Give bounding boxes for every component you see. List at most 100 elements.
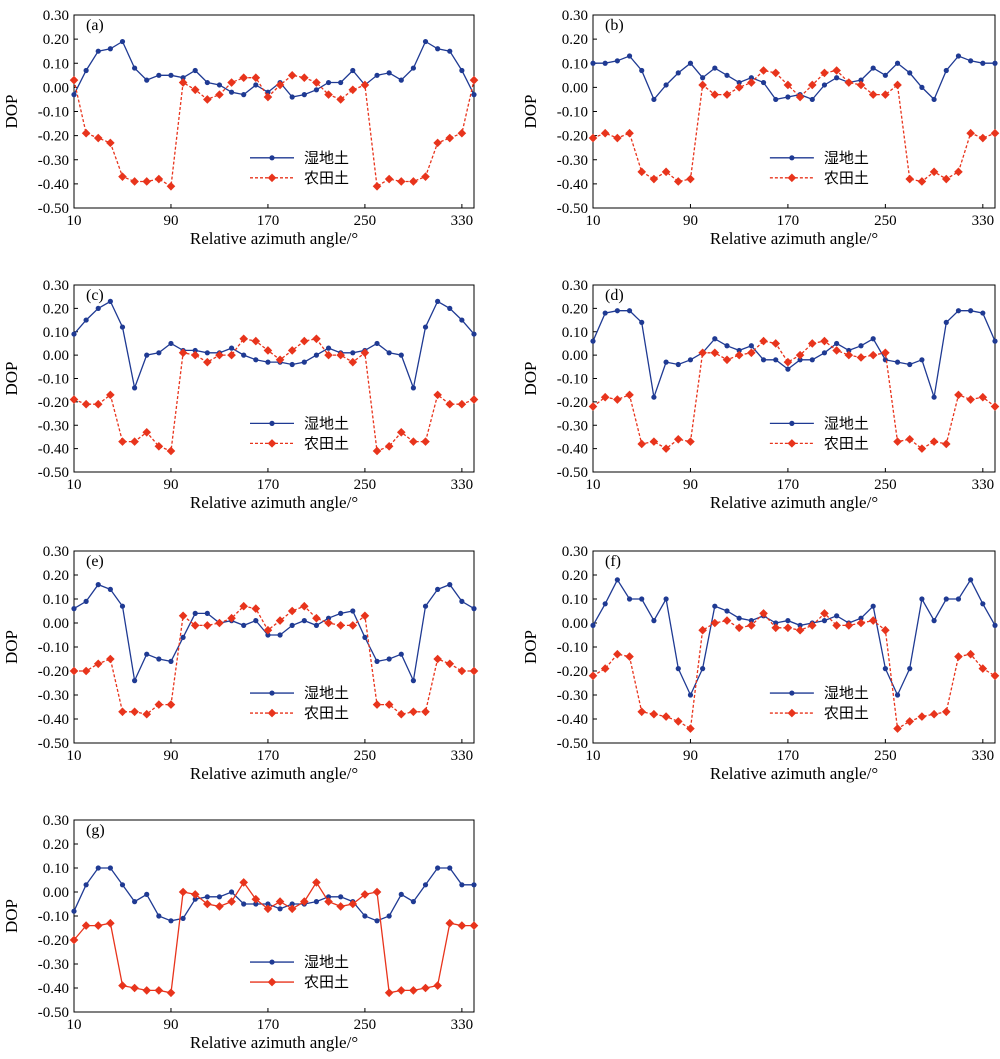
point-farmland xyxy=(905,717,915,726)
point-wetland xyxy=(410,65,416,71)
x-axis-label: Relative azimuth angle/° xyxy=(710,493,878,512)
point-farmland xyxy=(795,92,805,102)
point-wetland xyxy=(471,882,477,888)
point-farmland xyxy=(287,71,297,80)
point-farmland xyxy=(990,402,1000,411)
point-farmland xyxy=(215,350,224,360)
point-wetland xyxy=(447,48,453,54)
y-tick-label: -0.20 xyxy=(557,395,588,411)
y-tick-label: -0.20 xyxy=(38,395,69,411)
y-tick-label: 0.20 xyxy=(43,837,69,853)
point-farmland xyxy=(445,399,455,409)
y-tick-label: 0.00 xyxy=(43,80,69,96)
point-wetland xyxy=(132,385,138,391)
point-farmland xyxy=(649,437,659,446)
point-farmland xyxy=(978,133,988,143)
y-axis-label: DOP xyxy=(2,361,21,395)
point-farmland xyxy=(300,897,309,906)
point-wetland xyxy=(216,82,223,88)
point-farmland xyxy=(263,92,273,102)
y-tick-label: 0.10 xyxy=(562,56,588,72)
x-tick-label: 250 xyxy=(354,748,377,764)
point-farmland xyxy=(324,90,333,99)
point-farmland xyxy=(360,80,370,90)
point-farmland xyxy=(396,427,406,437)
point-farmland xyxy=(433,390,442,400)
point-farmland xyxy=(929,437,939,446)
point-wetland xyxy=(724,608,730,614)
point-wetland xyxy=(992,338,998,344)
point-farmland xyxy=(795,625,805,635)
point-wetland xyxy=(107,298,113,304)
point-wetland xyxy=(955,308,962,314)
point-wetland xyxy=(156,350,162,356)
x-tick-label: 90 xyxy=(683,213,698,229)
point-farmland xyxy=(166,988,176,998)
point-farmland xyxy=(203,899,212,909)
point-wetland xyxy=(736,347,742,354)
point-farmland xyxy=(856,353,866,362)
y-tick-label: -0.40 xyxy=(38,442,69,458)
point-farmland xyxy=(820,336,829,346)
point-farmland xyxy=(613,649,622,659)
point-farmland xyxy=(336,350,345,360)
point-wetland xyxy=(834,613,840,619)
point-farmland xyxy=(396,177,406,186)
point-wetland xyxy=(809,357,815,363)
point-wetland xyxy=(821,350,828,356)
point-farmland xyxy=(929,167,939,177)
point-wetland xyxy=(882,72,888,78)
point-wetland xyxy=(748,343,754,349)
point-wetland xyxy=(204,894,210,900)
point-farmland xyxy=(300,73,309,83)
y-tick-label: -0.40 xyxy=(557,177,588,193)
point-wetland xyxy=(144,77,150,83)
point-wetland xyxy=(943,596,949,602)
point-wetland xyxy=(602,310,608,316)
point-wetland xyxy=(204,350,210,356)
point-wetland xyxy=(374,72,380,78)
point-wetland xyxy=(228,89,235,95)
series-line-wetland xyxy=(593,55,995,101)
point-wetland xyxy=(313,899,320,905)
point-farmland xyxy=(917,177,927,186)
point-wetland xyxy=(459,598,465,605)
y-tick-label: 0.10 xyxy=(562,325,588,341)
point-farmland xyxy=(203,95,212,104)
legend-label-wetland: 湿地土 xyxy=(824,414,869,432)
x-tick-label: 250 xyxy=(354,477,377,493)
point-wetland xyxy=(338,610,344,617)
point-farmland xyxy=(832,66,841,75)
point-wetland xyxy=(797,357,803,363)
point-farmland xyxy=(457,666,467,676)
x-axis-label: Relative azimuth angle/° xyxy=(190,764,358,783)
y-tick-label: -0.50 xyxy=(38,1005,69,1021)
chart-panel-b: 0.30 0.20 0.10 0.00 -0.10 -0.20 -0.30 -0.40 -0.5… xyxy=(521,8,1000,248)
y-tick-label: -0.20 xyxy=(557,664,588,680)
point-farmland xyxy=(881,625,890,635)
point-farmland xyxy=(324,897,333,906)
point-wetland xyxy=(313,87,320,93)
point-farmland xyxy=(239,73,248,83)
point-farmland xyxy=(856,618,866,628)
point-wetland xyxy=(471,331,477,337)
point-farmland xyxy=(722,616,732,625)
point-wetland xyxy=(590,338,596,344)
legend-label-farmland: 农田土 xyxy=(304,704,349,722)
point-farmland xyxy=(106,138,115,148)
point-wetland xyxy=(83,67,89,74)
legend-label-farmland: 农田土 xyxy=(304,973,349,991)
y-tick-label: -0.50 xyxy=(557,465,588,481)
point-wetland xyxy=(289,622,295,629)
y-tick-label: 0.00 xyxy=(43,348,69,364)
point-wetland xyxy=(639,67,645,74)
point-wetland xyxy=(119,882,126,888)
y-axis-label: DOP xyxy=(2,94,21,128)
point-farmland xyxy=(637,707,647,717)
point-farmland xyxy=(215,90,224,99)
y-tick-label: -0.50 xyxy=(38,736,69,752)
chart-panel-f: 0.30 0.20 0.10 0.00 -0.10 -0.20 -0.30 -0.40 -0.5… xyxy=(521,544,1000,783)
point-farmland xyxy=(954,652,963,661)
point-farmland xyxy=(287,346,297,355)
y-tick-label: 0.20 xyxy=(562,301,588,317)
